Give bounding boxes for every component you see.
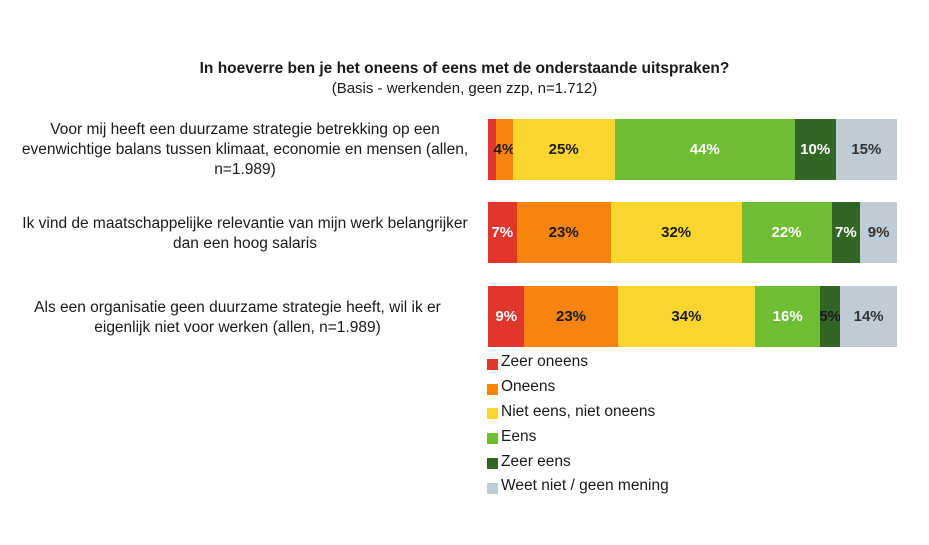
bar-segment-3-5: 5% xyxy=(819,286,842,347)
data-label: 32% xyxy=(661,224,692,241)
category-label-3: Als een organisatie geen duurzame strate… xyxy=(34,299,441,336)
bar-segment-1-6: 15% xyxy=(835,119,897,180)
chart-subtitle: (Basis - werkenden, geen zzp, n=1.712) xyxy=(331,80,598,97)
bar-segment-2-3: 32% xyxy=(610,202,742,263)
legend-item: Eens xyxy=(487,424,669,449)
legend-swatch xyxy=(487,482,498,494)
data-label: 16% xyxy=(772,308,803,325)
data-label: 23% xyxy=(548,224,579,241)
legend-label: Zeer eens xyxy=(501,452,571,470)
legend-item: Niet eens, niet oneens xyxy=(487,400,669,425)
bar-segment-3-3: 34% xyxy=(617,286,756,347)
legend-label: Zeer oneens xyxy=(501,353,589,371)
bar-segment-2-4: 22% xyxy=(741,202,832,263)
legend-item: Oneens xyxy=(487,375,669,400)
bar-segment-3-1: 9% xyxy=(488,286,525,347)
legend-item: Zeer eens xyxy=(487,449,669,474)
legend: Zeer oneens Oneens Niet eens, niet oneens E… xyxy=(487,350,669,499)
chart-title: In hoeverre ben je het oneens of eens me… xyxy=(199,60,730,77)
bar-segment-1-3: 25% xyxy=(512,119,615,180)
bar-segment-2-6: 9% xyxy=(860,202,897,263)
legend-swatch xyxy=(487,383,498,395)
legend-label: Niet eens, niet oneens xyxy=(501,402,656,420)
data-label: 15% xyxy=(851,141,882,158)
legend-item: Zeer oneens xyxy=(487,350,669,375)
bar-segment-2-2: 23% xyxy=(516,202,611,263)
data-label: 9% xyxy=(867,224,890,241)
bar-segment-1-2: 4% xyxy=(494,119,515,180)
data-label: 23% xyxy=(555,308,587,325)
data-label: 4% xyxy=(493,141,516,158)
legend-label: Eens xyxy=(501,427,537,445)
legend-label: Oneens xyxy=(501,378,556,396)
category-label-2: Ik vind de maatschappelijke relevantie v… xyxy=(22,215,468,252)
data-label: 14% xyxy=(853,308,884,325)
bar-segment-1-1 xyxy=(488,119,497,180)
bar-segment-3-2: 23% xyxy=(524,286,618,347)
data-label: 9% xyxy=(495,308,518,325)
data-label: 25% xyxy=(548,141,579,158)
data-label: 7% xyxy=(835,224,857,241)
legend-swatch xyxy=(487,408,498,420)
bar-segment-1-5: 10% xyxy=(794,119,836,180)
data-label: 10% xyxy=(800,141,831,158)
legend-swatch xyxy=(487,358,498,370)
data-label: 5% xyxy=(819,308,842,325)
bar-segment-3-6: 14% xyxy=(840,286,897,347)
legend-label: Weet niet / geen mening xyxy=(501,477,669,495)
category-label-1: Voor mij heeft een duurzame strategie be… xyxy=(21,121,469,178)
legend-item: Weet niet / geen mening xyxy=(487,474,669,499)
legend-swatch xyxy=(487,458,498,470)
bar-segment-2-1: 7% xyxy=(488,202,517,263)
data-label: 7% xyxy=(491,224,514,241)
bar-segment-3-4: 16% xyxy=(755,286,821,347)
data-label: 44% xyxy=(689,141,720,158)
data-label: 22% xyxy=(771,224,802,241)
bar-segment-2-5: 7% xyxy=(831,202,861,263)
bar-segment-1-4: 44% xyxy=(614,119,795,180)
data-label: 34% xyxy=(671,308,702,325)
legend-swatch xyxy=(487,433,498,445)
